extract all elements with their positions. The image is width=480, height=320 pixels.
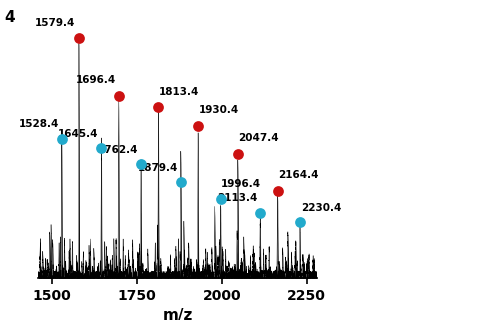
Point [274, 188, 281, 193]
Point [216, 196, 224, 201]
Point [256, 210, 264, 215]
Text: 1930.4: 1930.4 [199, 106, 239, 116]
Text: 1645.4: 1645.4 [58, 129, 98, 139]
Text: 1996.4: 1996.4 [221, 180, 261, 189]
Text: 2047.4: 2047.4 [239, 133, 279, 143]
Text: 2113.4: 2113.4 [217, 193, 258, 203]
Point [75, 36, 83, 41]
Point [97, 145, 105, 150]
Point [155, 105, 162, 110]
Point [234, 151, 241, 156]
Text: 1879.4: 1879.4 [138, 163, 178, 173]
Point [177, 180, 185, 185]
Point [137, 161, 145, 166]
Text: 1579.4: 1579.4 [35, 18, 75, 28]
Text: 2164.4: 2164.4 [278, 170, 319, 180]
Text: 1762.4: 1762.4 [98, 145, 138, 155]
Text: 1696.4: 1696.4 [76, 76, 116, 85]
Text: 4: 4 [5, 10, 15, 25]
Point [296, 219, 304, 224]
X-axis label: m/z: m/z [162, 308, 193, 320]
Text: 2230.4: 2230.4 [300, 203, 341, 212]
Text: 1528.4: 1528.4 [19, 119, 59, 129]
Text: 1813.4: 1813.4 [159, 87, 199, 97]
Point [58, 136, 65, 141]
Point [115, 93, 122, 98]
Point [194, 123, 202, 128]
